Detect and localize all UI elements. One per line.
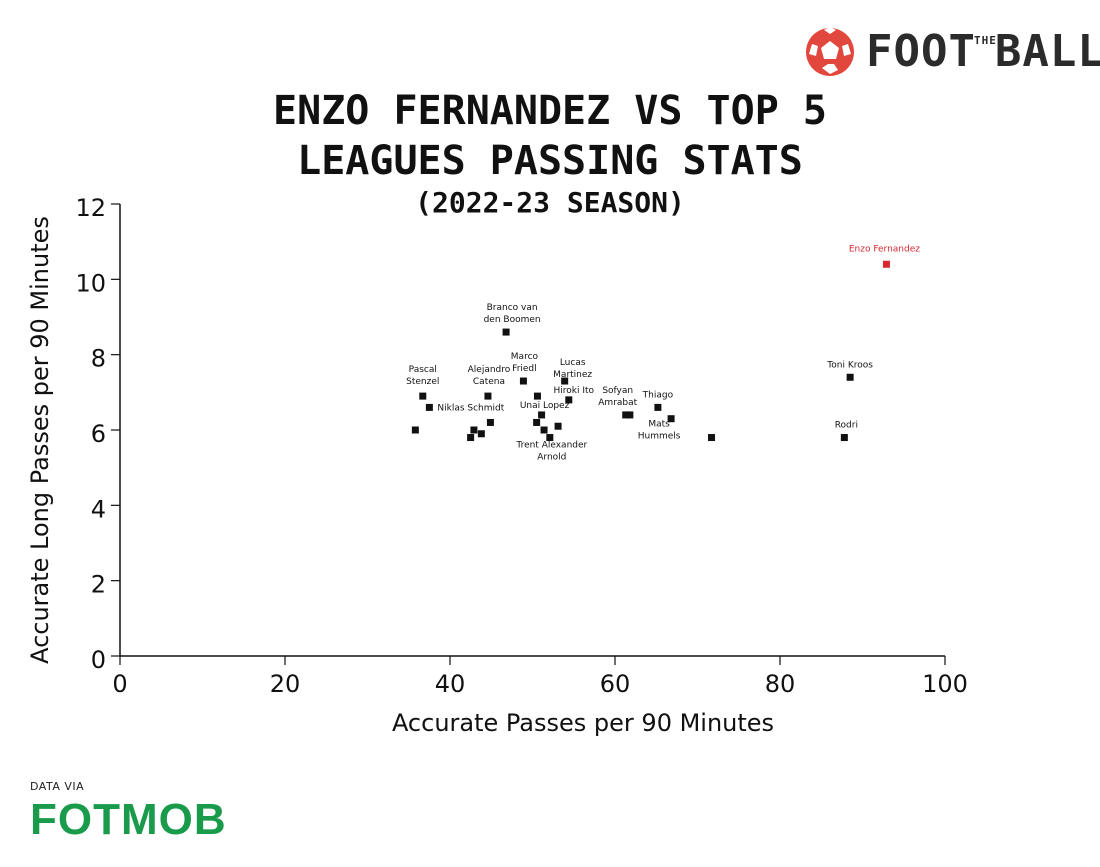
- point-label: Arnold: [537, 453, 566, 463]
- point-label: Mats: [648, 420, 670, 430]
- point-label: Friedl: [512, 364, 536, 374]
- data-point: [519, 377, 527, 385]
- data-point: [846, 373, 854, 381]
- point-label: Enzo Fernandez: [849, 244, 920, 254]
- brand-name-mid: THE: [973, 34, 997, 47]
- y-tick-label: 2: [91, 571, 106, 599]
- data-point: [477, 430, 485, 438]
- y-tick-label: 8: [91, 345, 106, 373]
- point-label: den Boomen: [484, 315, 541, 325]
- x-axis-label: Accurate Passes per 90 Minutes: [392, 709, 774, 737]
- point-label: Alejandro: [468, 365, 511, 375]
- point-label: Sofyan: [602, 386, 633, 396]
- data-point: [708, 434, 716, 442]
- x-tick-label: 20: [270, 670, 301, 698]
- y-axis-label: Accurate Long Passes per 90 Minutes: [26, 216, 54, 664]
- chart-subtitle: (2022-23 SEASON): [415, 186, 685, 219]
- data-point: [419, 392, 427, 400]
- chart-marks: Enzo Fernandez Toni Kroos Rodri Branco van d…: [406, 244, 920, 462]
- point-label: Trent Alexander: [515, 441, 587, 451]
- data-point: [425, 403, 433, 411]
- data-point: [554, 422, 562, 430]
- data-point: [533, 418, 541, 426]
- chart-title: ENZO FERNANDEZ VS TOP 5 LEAGUES PASSING …: [200, 86, 900, 220]
- y-tick-label: 0: [91, 646, 106, 674]
- x-tick-label: 40: [435, 670, 466, 698]
- point-label: Martinez: [553, 370, 592, 380]
- point-label: Pascal: [409, 365, 437, 375]
- point-label: Rodri: [835, 421, 858, 431]
- x-tick-label: 0: [112, 670, 127, 698]
- scatter-chart: 0 20 40 60 80 100 0 2 4 6 8 10 12 Enzo Fernandez Toni…: [26, 194, 968, 737]
- data-point: [486, 418, 494, 426]
- data-point: [654, 403, 662, 411]
- y-tick-label: 12: [75, 194, 106, 222]
- x-tick-label: 100: [922, 670, 968, 698]
- data-credit-label: DATA VIA: [30, 780, 85, 793]
- point-label: Marco: [511, 352, 539, 362]
- brand-logo: FOOTTHEBALL: [804, 24, 1100, 80]
- data-credit: DATA VIA FOTMOB: [30, 780, 227, 845]
- point-label: Hiroki Ito: [554, 386, 595, 396]
- point-label: Unai Lopez: [520, 401, 570, 411]
- y-tick-label: 10: [75, 269, 106, 297]
- data-point: [626, 411, 634, 419]
- data-point: [470, 426, 478, 434]
- point-label: Thiago: [642, 390, 674, 400]
- point-label: Amrabat: [598, 398, 637, 408]
- football-icon: [806, 28, 854, 76]
- data-point: [622, 411, 630, 419]
- fotmob-logo: FOTMOB: [30, 795, 227, 844]
- x-tick-label: 80: [765, 670, 796, 698]
- chart-title-line1: ENZO FERNANDEZ VS TOP 5: [273, 88, 827, 134]
- chart-title-line2: LEAGUES PASSING STATS: [297, 138, 803, 184]
- point-label: Branco van: [487, 303, 538, 313]
- y-tick-label: 4: [91, 495, 106, 523]
- data-point: [840, 434, 848, 442]
- data-point: [546, 434, 554, 442]
- data-point: [484, 392, 492, 400]
- data-point: [467, 434, 475, 442]
- data-point: [565, 396, 573, 404]
- brand-name: FOOTTHEBALL: [866, 26, 1100, 77]
- data-point: [538, 411, 546, 419]
- x-tick-label: 60: [600, 670, 631, 698]
- data-point: [540, 426, 548, 434]
- data-point: [561, 377, 569, 385]
- data-point: [502, 328, 510, 336]
- point-label: Lucas: [560, 358, 586, 368]
- data-point: [667, 415, 675, 423]
- brand-name-right: BALL: [994, 26, 1100, 77]
- data-point: [411, 426, 419, 434]
- point-label: Niklas Schmidt: [437, 403, 504, 413]
- highlight-point: [882, 260, 890, 268]
- chart-axes: 0 20 40 60 80 100 0 2 4 6 8 10 12: [75, 194, 967, 698]
- point-label: Hummels: [638, 432, 681, 442]
- point-label: Catena: [473, 377, 505, 387]
- brand-name-left: FOOT: [866, 26, 976, 77]
- point-label: Stenzel: [406, 377, 439, 387]
- point-label: Toni Kroos: [826, 360, 873, 370]
- data-point: [533, 392, 541, 400]
- y-tick-label: 6: [91, 420, 106, 448]
